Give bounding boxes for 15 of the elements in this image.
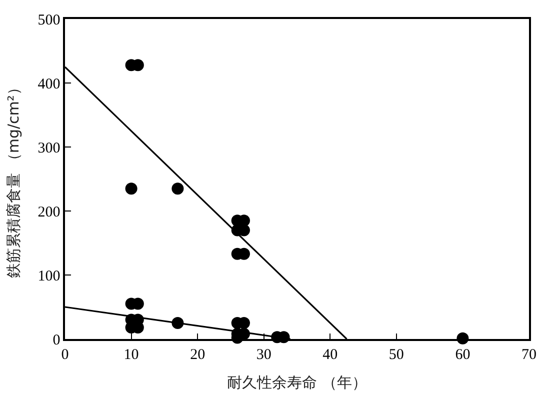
x-tick-label: 30 [256,346,272,363]
x-tick-label: 20 [190,346,206,363]
y-tick-label: 400 [38,76,60,92]
x-tick-label: 60 [455,346,470,363]
y-tick-label: 200 [38,204,60,220]
x-tick-label: 10 [124,346,139,363]
x-tick-label: 50 [388,346,404,363]
y-tick-label: 300 [38,140,60,156]
x-axis-title: 耐久性余寿命 （年） [227,373,367,392]
y-tick-label: 500 [38,12,60,28]
y-tick-label: 100 [38,268,60,284]
x-tick-label: 40 [322,346,338,363]
x-tick-label: 70 [522,346,536,363]
y-axis-title: 鉄筋累積腐食量 （mg/cm²） [4,80,22,278]
y-tick-label: 0 [52,332,60,348]
